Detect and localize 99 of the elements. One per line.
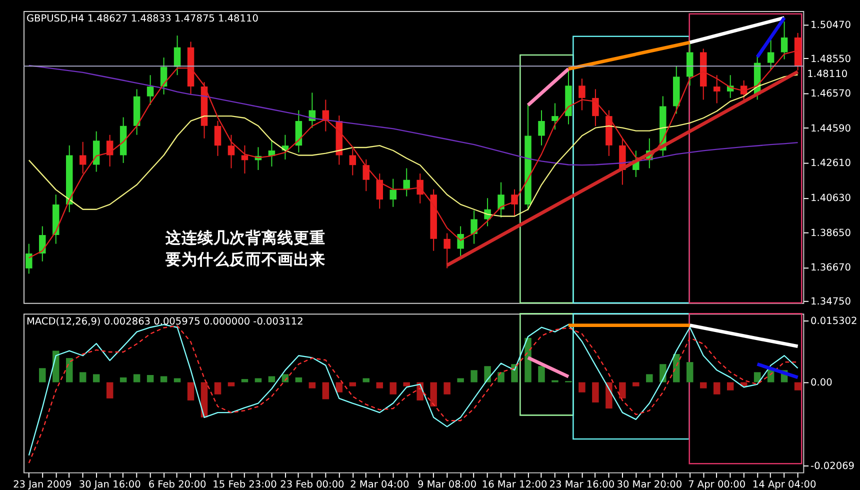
x-tick-label: 30 Mar 20:00	[616, 480, 682, 490]
candlestick	[578, 78, 586, 111]
bar	[349, 382, 356, 386]
chart-title: GBPUSD,H4 1.48627 1.48833 1.47875 1.48110	[26, 14, 258, 25]
bar	[187, 382, 194, 400]
bar	[403, 382, 410, 386]
bar	[754, 372, 761, 382]
candlestick	[349, 148, 356, 176]
x-tick-label: 6 Feb 20:00	[148, 480, 206, 490]
candlestick	[174, 35, 181, 76]
candlestick	[416, 173, 424, 204]
y-tick-label: 1.40630	[810, 193, 851, 204]
bar	[52, 350, 60, 382]
candlestick	[228, 134, 235, 169]
bar	[390, 382, 396, 394]
candlestick	[552, 102, 558, 130]
bar	[146, 375, 154, 382]
y-tick-label: 1.50470	[810, 20, 851, 32]
annotation: 要为什么反而不画出来	[164, 250, 326, 269]
bar	[282, 374, 289, 382]
bar	[120, 377, 127, 382]
y-tick-label: 0.015302	[810, 316, 858, 327]
bar	[92, 374, 100, 382]
x-tick-label: 2 Mar 04:00	[350, 480, 410, 490]
candlestick	[146, 74, 154, 106]
bar	[646, 374, 653, 382]
x-tick-label: 30 Jan 16:00	[78, 480, 141, 490]
candlestick	[444, 232, 450, 269]
candlestick	[470, 210, 478, 244]
y-tick-label: 1.44590	[810, 123, 851, 134]
x-tick-label: 23 Mar 16:00	[549, 480, 615, 490]
bar	[606, 382, 612, 409]
bar	[484, 366, 491, 382]
ref-line-label: 1.48110	[807, 68, 848, 80]
candlestick	[538, 110, 545, 146]
bar	[700, 382, 707, 388]
bar	[160, 376, 168, 382]
candlestick	[241, 144, 248, 174]
bar	[39, 368, 46, 382]
bar	[470, 370, 478, 382]
bar	[538, 366, 545, 382]
bar	[713, 382, 720, 394]
bar	[295, 377, 302, 382]
candlestick	[498, 182, 504, 218]
bar	[241, 379, 248, 382]
y-tick-label: 1.34750	[810, 296, 851, 308]
bar	[322, 382, 330, 400]
bar	[362, 378, 370, 382]
bar	[376, 382, 383, 388]
y-tick-label: 1.46570	[810, 88, 851, 100]
bar	[268, 376, 276, 382]
x-tick-label: 9 Mar 08:00	[418, 480, 477, 490]
bar	[592, 382, 599, 402]
bar	[726, 382, 734, 390]
candlestick	[79, 141, 86, 174]
annotation: 这连续几次背离线更重	[164, 228, 326, 248]
y-tick-label: 1.48550	[810, 54, 851, 65]
candlestick	[457, 226, 464, 258]
y-tick-label: -0.02069	[810, 461, 855, 472]
bar	[498, 372, 504, 382]
candlestick	[767, 39, 774, 70]
bar	[174, 378, 181, 382]
candlestick	[403, 168, 410, 197]
bar	[214, 382, 222, 394]
chart-title: MACD(12,26,9) 0.002863 0.005975 0.000000 -0.003112	[26, 316, 304, 328]
bar	[444, 382, 450, 394]
bar	[578, 382, 586, 392]
candlestick	[26, 243, 32, 274]
y-tick-label: 1.36670	[810, 262, 851, 274]
bar	[308, 382, 316, 388]
bar	[336, 382, 343, 392]
y-tick-label: 1.38650	[810, 228, 851, 239]
x-tick-label: 16 Mar 12:00	[482, 480, 548, 490]
candlestick	[390, 178, 396, 208]
bar	[457, 378, 464, 382]
x-tick-label: 23 Jan 2009	[13, 480, 72, 490]
candlestick	[780, 21, 788, 60]
bar	[254, 378, 262, 382]
x-tick-label: 7 Apr 00:00	[688, 480, 746, 490]
candlestick	[713, 74, 720, 104]
bar	[106, 382, 114, 398]
candlestick	[214, 120, 222, 156]
bar	[79, 372, 86, 382]
bar	[430, 382, 437, 406]
bar	[133, 374, 140, 382]
bar	[632, 382, 640, 386]
candlestick	[592, 88, 599, 127]
x-tick-label: 23 Feb 00:00	[280, 480, 344, 490]
bar	[794, 382, 802, 390]
bar	[619, 382, 626, 398]
bar	[673, 354, 680, 382]
y-tick-label: 1.42610	[810, 158, 851, 170]
bar	[686, 362, 694, 382]
x-tick-label: 14 Apr 04:00	[752, 480, 816, 490]
bar	[66, 358, 73, 382]
y-tick-label: 0.00	[810, 378, 832, 389]
candlestick	[39, 226, 46, 262]
x-tick-label: 15 Feb 23:00	[212, 480, 277, 490]
bar	[228, 382, 235, 386]
